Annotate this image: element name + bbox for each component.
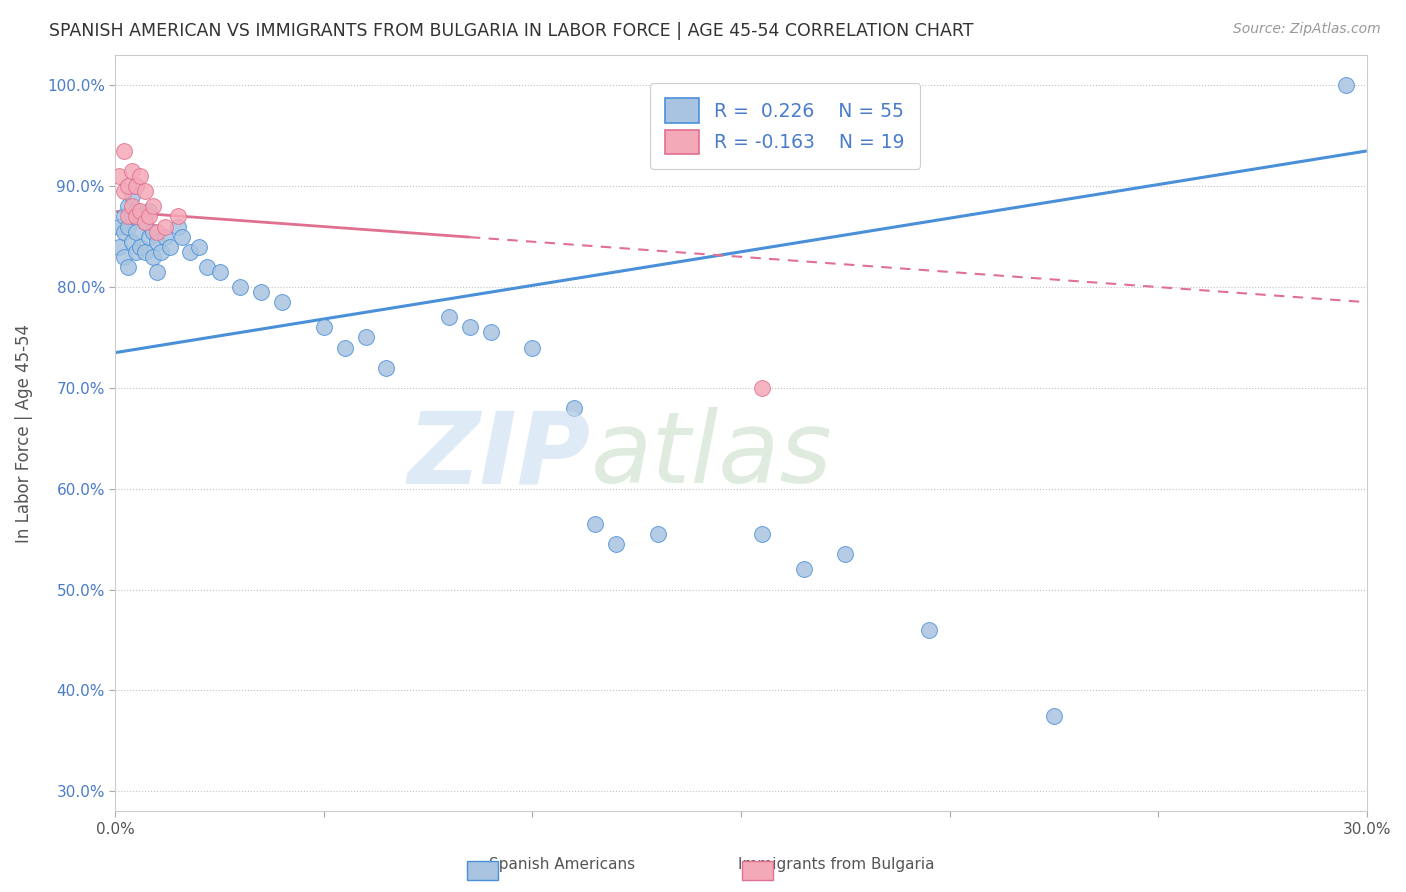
Text: ZIP: ZIP — [408, 408, 591, 505]
Point — [312, 320, 335, 334]
Point — [129, 210, 152, 224]
Point — [187, 240, 209, 254]
Point — [250, 285, 273, 299]
Text: Source: ZipAtlas.com: Source: ZipAtlas.com — [1233, 22, 1381, 37]
Point — [108, 169, 131, 183]
Point — [437, 310, 460, 325]
Point — [155, 229, 177, 244]
Point — [112, 225, 135, 239]
Point — [458, 320, 481, 334]
Point — [125, 179, 148, 194]
Point — [125, 179, 148, 194]
Point — [605, 537, 627, 551]
Point — [647, 527, 669, 541]
Point — [134, 244, 156, 259]
Point — [117, 179, 139, 194]
Point — [522, 341, 544, 355]
Point — [918, 623, 941, 637]
Point — [146, 235, 169, 249]
Point — [146, 225, 169, 239]
Point — [129, 204, 152, 219]
Point — [583, 516, 606, 531]
Point — [1043, 708, 1066, 723]
Point — [142, 250, 165, 264]
Point — [121, 210, 143, 224]
Text: Spanish Americans: Spanish Americans — [489, 857, 636, 872]
Point — [793, 562, 815, 576]
Text: atlas: atlas — [591, 408, 832, 505]
Point — [142, 199, 165, 213]
Point — [121, 189, 143, 203]
Point — [375, 360, 398, 375]
Point — [751, 381, 773, 395]
Point — [121, 164, 143, 178]
Point — [354, 330, 377, 344]
Point — [271, 295, 294, 310]
Point — [142, 225, 165, 239]
Point — [479, 326, 502, 340]
Point — [167, 210, 190, 224]
Point — [834, 547, 856, 561]
Point — [112, 144, 135, 158]
Point — [125, 225, 148, 239]
Point — [1334, 78, 1357, 93]
Point — [121, 235, 143, 249]
Point — [129, 240, 152, 254]
Point — [150, 244, 173, 259]
Point — [108, 219, 131, 234]
Point — [125, 210, 148, 224]
Point — [751, 527, 773, 541]
Point — [134, 184, 156, 198]
Point — [229, 280, 252, 294]
Point — [159, 240, 181, 254]
Point — [117, 199, 139, 213]
Point — [208, 265, 231, 279]
Point — [117, 260, 139, 274]
Point — [562, 401, 585, 415]
Point — [134, 214, 156, 228]
Point — [125, 244, 148, 259]
Text: SPANISH AMERICAN VS IMMIGRANTS FROM BULGARIA IN LABOR FORCE | AGE 45-54 CORRELAT: SPANISH AMERICAN VS IMMIGRANTS FROM BULG… — [49, 22, 974, 40]
Point — [117, 219, 139, 234]
Y-axis label: In Labor Force | Age 45-54: In Labor Force | Age 45-54 — [15, 324, 32, 543]
Point — [108, 240, 131, 254]
Point — [146, 265, 169, 279]
Point — [138, 229, 160, 244]
Point — [112, 210, 135, 224]
Point — [129, 169, 152, 183]
Point — [138, 204, 160, 219]
Point — [179, 244, 201, 259]
Point — [125, 204, 148, 219]
Point — [134, 214, 156, 228]
Point — [333, 341, 356, 355]
Legend: R =  0.226    N = 55, R = -0.163    N = 19: R = 0.226 N = 55, R = -0.163 N = 19 — [651, 84, 920, 169]
Point — [155, 219, 177, 234]
Point — [117, 210, 139, 224]
Point — [112, 184, 135, 198]
Text: Immigrants from Bulgaria: Immigrants from Bulgaria — [738, 857, 935, 872]
Point — [112, 250, 135, 264]
Point — [170, 229, 193, 244]
Point — [138, 210, 160, 224]
Point — [167, 219, 190, 234]
Point — [121, 199, 143, 213]
Point — [195, 260, 218, 274]
